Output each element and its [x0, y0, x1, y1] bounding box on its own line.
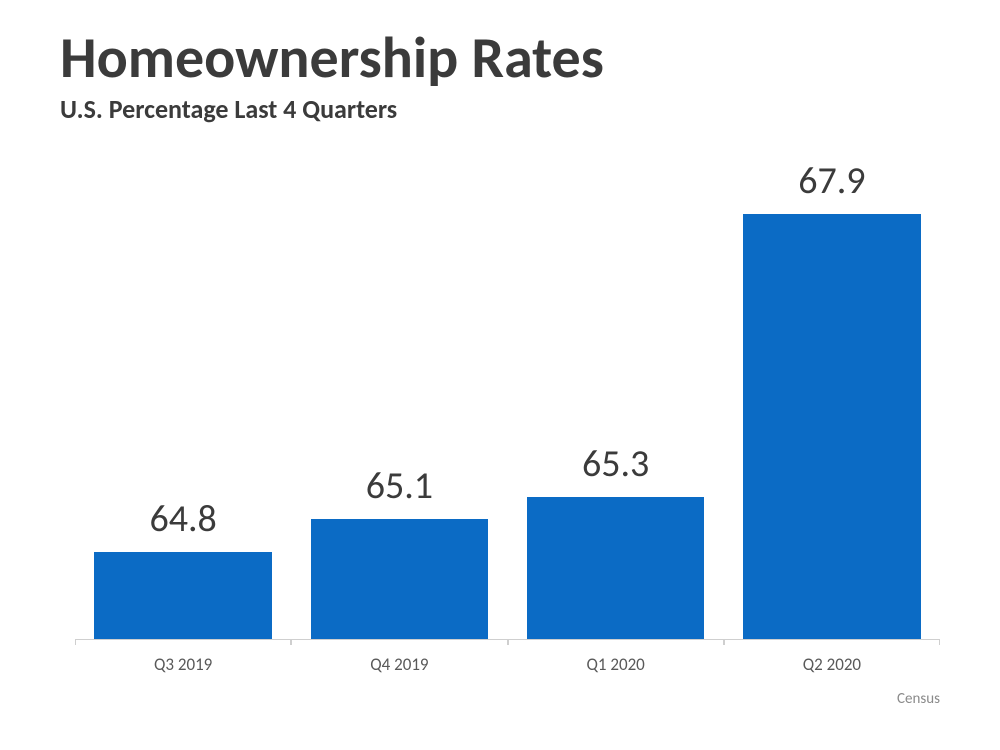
value-label: 64.8 — [149, 496, 216, 542]
value-label: 65.1 — [366, 463, 433, 509]
value-label: 65.3 — [582, 441, 649, 487]
bar-slot: 64.8 — [75, 170, 291, 639]
bar-q1-2020: 65.3 — [527, 497, 704, 639]
value-label: 67.9 — [798, 158, 865, 204]
x-axis: Q3 2019 Q4 2019 Q1 2020 Q2 2020 — [75, 648, 940, 680]
bar-slot: 65.1 — [291, 170, 507, 639]
chart-subtitle: U.S. Percentage Last 4 Quarters — [60, 93, 950, 125]
x-tick-label: Q1 2020 — [508, 654, 724, 675]
bar-q2-2020: 67.9 — [743, 214, 920, 639]
source-label: Census — [897, 690, 940, 708]
x-tick-label: Q4 2019 — [291, 654, 507, 675]
bar-slot: 65.3 — [508, 170, 724, 639]
x-tick-label: Q3 2019 — [75, 654, 291, 675]
chart-frame: Homeownership Rates U.S. Percentage Last… — [0, 0, 1000, 750]
bar-q4-2019: 65.1 — [311, 519, 488, 639]
plot-region: 64.8 65.1 65.3 67.9 — [75, 170, 940, 640]
chart-title: Homeownership Rates — [60, 28, 950, 89]
x-tick-label: Q2 2020 — [724, 654, 940, 675]
bar-slot: 67.9 — [724, 170, 940, 639]
chart-area: 64.8 65.1 65.3 67.9 Q3 2019 Q4 — [75, 170, 940, 680]
bar-q3-2019: 64.8 — [94, 552, 271, 639]
